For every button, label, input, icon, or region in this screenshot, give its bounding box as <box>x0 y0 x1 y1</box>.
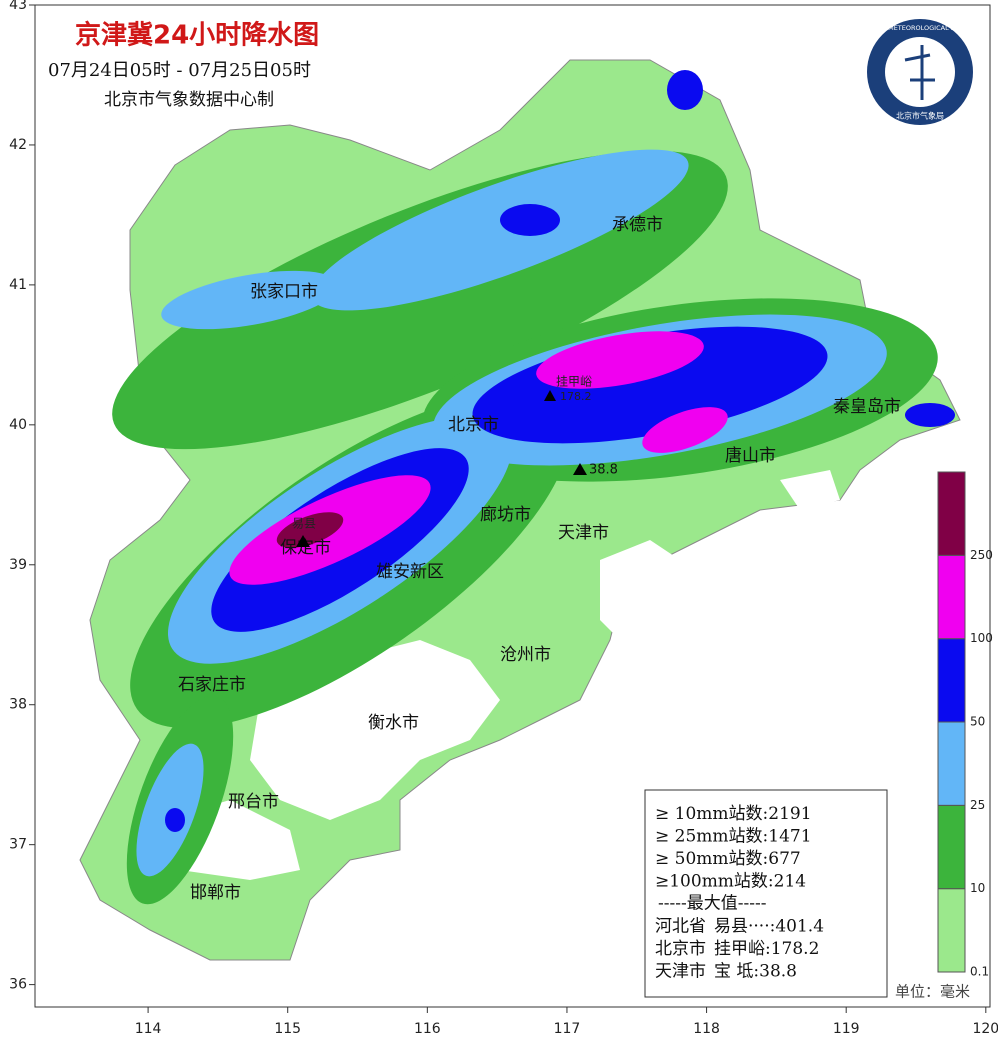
legend-swatch <box>937 804 966 890</box>
logo-text: BEIJING METEOROLOGICAL SERVICE <box>862 24 978 32</box>
legend-label: 50 <box>970 715 985 729</box>
y-tick-label: 37 <box>9 837 27 853</box>
y-tick-label: 38 <box>9 697 27 713</box>
stat-station: 挂甲峪: <box>714 939 771 959</box>
city-label: 雄安新区 <box>376 562 444 582</box>
legend-swatch <box>937 721 966 806</box>
y-tick-label: 42 <box>9 137 27 153</box>
stat-region: 北京市 <box>655 939 706 959</box>
stat-station: 宝 坻: <box>714 961 759 981</box>
station-marker <box>544 390 556 401</box>
city-label: 承德市 <box>612 215 663 235</box>
x-tick-label: 119 <box>833 1021 860 1037</box>
city-label: 天津市 <box>558 523 609 543</box>
x-tick-label: 117 <box>554 1021 581 1037</box>
stat-line: 北京市 挂甲峪:178.2 <box>655 939 819 959</box>
x-tick-label: 116 <box>414 1021 441 1037</box>
city-label: 石家庄市 <box>178 675 246 695</box>
city-label: 邯郸市 <box>190 883 241 903</box>
city-label: 衡水市 <box>368 713 419 733</box>
stat-region: 河北省 <box>655 916 706 936</box>
logo-text: 北京市气象局 <box>896 111 944 121</box>
stat-line: 天津市宝 坻:38.8 <box>655 961 797 981</box>
stat-line: ≥100mm站数:214 <box>655 871 806 891</box>
stat-label: ≥ 50mm站数: <box>655 849 768 869</box>
station-name: 易县 <box>292 517 316 531</box>
legend-swatch <box>937 638 966 723</box>
x-tick-label: 118 <box>693 1021 720 1037</box>
city-label: 北京市 <box>448 415 499 435</box>
stat-value: 178.2 <box>771 939 820 959</box>
legend-label: 10 <box>970 881 985 895</box>
period: 07月24日05时 - 07月25日05时 <box>48 60 311 81</box>
city-label: 张家口市 <box>250 282 318 302</box>
city-label: 唐山市 <box>725 445 776 466</box>
map-title: 京津冀24小时降水图 <box>75 20 319 51</box>
station-name: 挂甲峪 <box>556 375 592 389</box>
stat-station: 易县····: <box>714 916 775 936</box>
station-marker <box>573 463 587 475</box>
stats: ≥ 10mm站数:2191≥ 25mm站数:1471≥ 50mm站数:677≥1… <box>655 804 824 982</box>
stat-value: 2191 <box>768 804 811 824</box>
city-label: 沧州市 <box>500 645 551 665</box>
legend-label: 250 <box>970 548 993 562</box>
x-tick-label: 120 <box>972 1021 998 1037</box>
y-tick-label: 36 <box>9 977 27 993</box>
x-tick-label: 114 <box>135 1021 162 1037</box>
x-tick-label: 115 <box>274 1021 301 1037</box>
stat-value: 214 <box>774 871 806 891</box>
legend: 0.1 10 25 50 100 250 <box>937 471 993 979</box>
city-label: 秦皇岛市 <box>833 397 901 417</box>
stat-line: ≥ 10mm站数:2191 <box>655 804 812 824</box>
legend-label: 0.1 <box>970 965 989 979</box>
y-tick-label: 41 <box>9 277 27 293</box>
stat-value: 401.4 <box>775 916 824 936</box>
legend-swatch <box>937 888 966 973</box>
logo: BEIJING METEOROLOGICAL SERVICE 北京市气象局 <box>862 19 978 125</box>
y-tick-label: 39 <box>9 557 27 573</box>
legend-label: 25 <box>970 798 985 812</box>
city-label: 保定市 <box>280 538 331 558</box>
stat-label: ≥ 25mm站数: <box>655 826 768 846</box>
unit: 单位：毫米 <box>895 983 970 1001</box>
station-marker <box>296 535 310 547</box>
extreme-rain <box>276 512 344 548</box>
stat-value: 677 <box>768 849 800 869</box>
legend-swatch <box>937 554 966 640</box>
stat-label: ≥100mm站数: <box>655 871 774 891</box>
station-value: 38.8 <box>589 463 618 478</box>
stat-line: 河北省 易县····:401.4 <box>655 916 824 936</box>
stat-value: 1471 <box>768 826 811 846</box>
stat-line: ≥ 25mm站数:1471 <box>655 826 812 846</box>
city-label: 邢台市 <box>228 792 279 812</box>
city-label: 廊坊市 <box>480 505 531 525</box>
legend-label: 100 <box>970 631 993 645</box>
stat-value: 38.8 <box>759 961 797 981</box>
stat-heading: -----最大值----- <box>658 894 766 914</box>
y-tick-label: 43 <box>9 0 27 13</box>
stat-region: 天津市 <box>655 961 706 981</box>
stat-label: ≥ 10mm站数: <box>655 804 768 824</box>
stats-box <box>644 789 888 998</box>
station-value: 178.2 <box>560 390 592 403</box>
stat-line: ≥ 50mm站数:677 <box>655 849 801 869</box>
legend-swatch <box>937 471 966 556</box>
producer: 北京市气象数据中心制 <box>104 90 274 110</box>
y-tick-label: 40 <box>9 417 27 433</box>
